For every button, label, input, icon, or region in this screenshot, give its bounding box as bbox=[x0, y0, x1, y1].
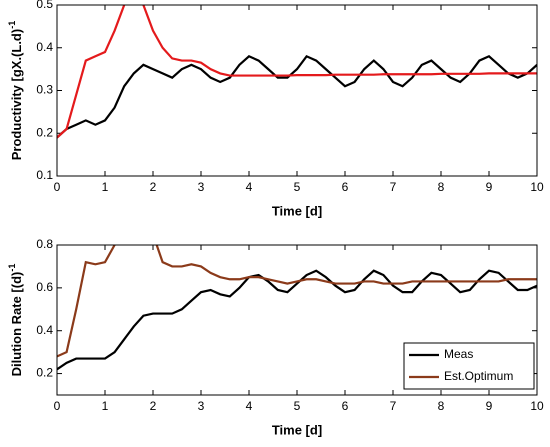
legend-box bbox=[403, 342, 535, 390]
plot-area bbox=[57, 5, 537, 176]
legend-label: Est.Optimum bbox=[444, 369, 513, 383]
y-tick-label: 0.3 bbox=[36, 83, 53, 97]
x-tick-label: 8 bbox=[438, 180, 445, 194]
y-axis-label: Productivity [gX.(L.d)-1 bbox=[7, 21, 24, 160]
x-tick-label: 6 bbox=[342, 180, 349, 194]
data-line bbox=[57, 54, 537, 139]
data-line bbox=[57, 269, 537, 371]
x-tick-label: 4 bbox=[246, 180, 253, 194]
y-tick-label: 0.4 bbox=[36, 323, 53, 337]
x-axis-label: Time [d] bbox=[272, 422, 322, 437]
x-tick-label: 3 bbox=[198, 399, 205, 413]
y-axis-label-sup: -1 bbox=[7, 21, 17, 29]
axes-box bbox=[56, 244, 538, 396]
y-axis-label: Dilution Rate [(d)-1 bbox=[7, 264, 24, 377]
x-tick-label: 7 bbox=[390, 399, 397, 413]
legend-label: Meas bbox=[444, 347, 473, 361]
x-tick-label: 9 bbox=[486, 399, 493, 413]
y-tick-label: 0.8 bbox=[36, 237, 53, 251]
x-tick-label: 4 bbox=[246, 399, 253, 413]
y-axis-label-main: Productivity [gX.(L.d) bbox=[9, 29, 24, 160]
x-tick-label: 6 bbox=[342, 399, 349, 413]
x-tick-label: 3 bbox=[198, 180, 205, 194]
x-tick-label: 5 bbox=[294, 180, 301, 194]
y-tick-label: 0.2 bbox=[36, 125, 53, 139]
y-axis-label-main: Dilution Rate [(d) bbox=[9, 272, 24, 377]
x-tick-label: 8 bbox=[438, 399, 445, 413]
y-tick-label: 0.4 bbox=[36, 40, 53, 54]
x-tick-label: 10 bbox=[530, 399, 544, 413]
x-tick-label: 2 bbox=[150, 180, 157, 194]
x-tick-label: 7 bbox=[390, 180, 397, 194]
x-tick-label: 5 bbox=[294, 399, 301, 413]
x-tick-label: 9 bbox=[486, 180, 493, 194]
y-tick-label: 0.2 bbox=[36, 366, 53, 380]
y-tick-label: 0.6 bbox=[36, 280, 53, 294]
y-tick-label: 0.5 bbox=[36, 0, 53, 11]
x-tick-label: 10 bbox=[530, 180, 544, 194]
x-tick-label: 2 bbox=[150, 399, 157, 413]
x-tick-label: 1 bbox=[102, 180, 109, 194]
y-axis-label-sup: -1 bbox=[7, 264, 17, 272]
data-line bbox=[57, 5, 537, 139]
x-tick-label: 0 bbox=[54, 180, 61, 194]
x-tick-label: 0 bbox=[54, 399, 61, 413]
axes-box bbox=[56, 4, 538, 177]
x-axis-label: Time [d] bbox=[272, 203, 322, 218]
y-tick-label: 0.1 bbox=[36, 168, 53, 182]
data-line bbox=[57, 245, 537, 358]
x-tick-label: 1 bbox=[102, 399, 109, 413]
